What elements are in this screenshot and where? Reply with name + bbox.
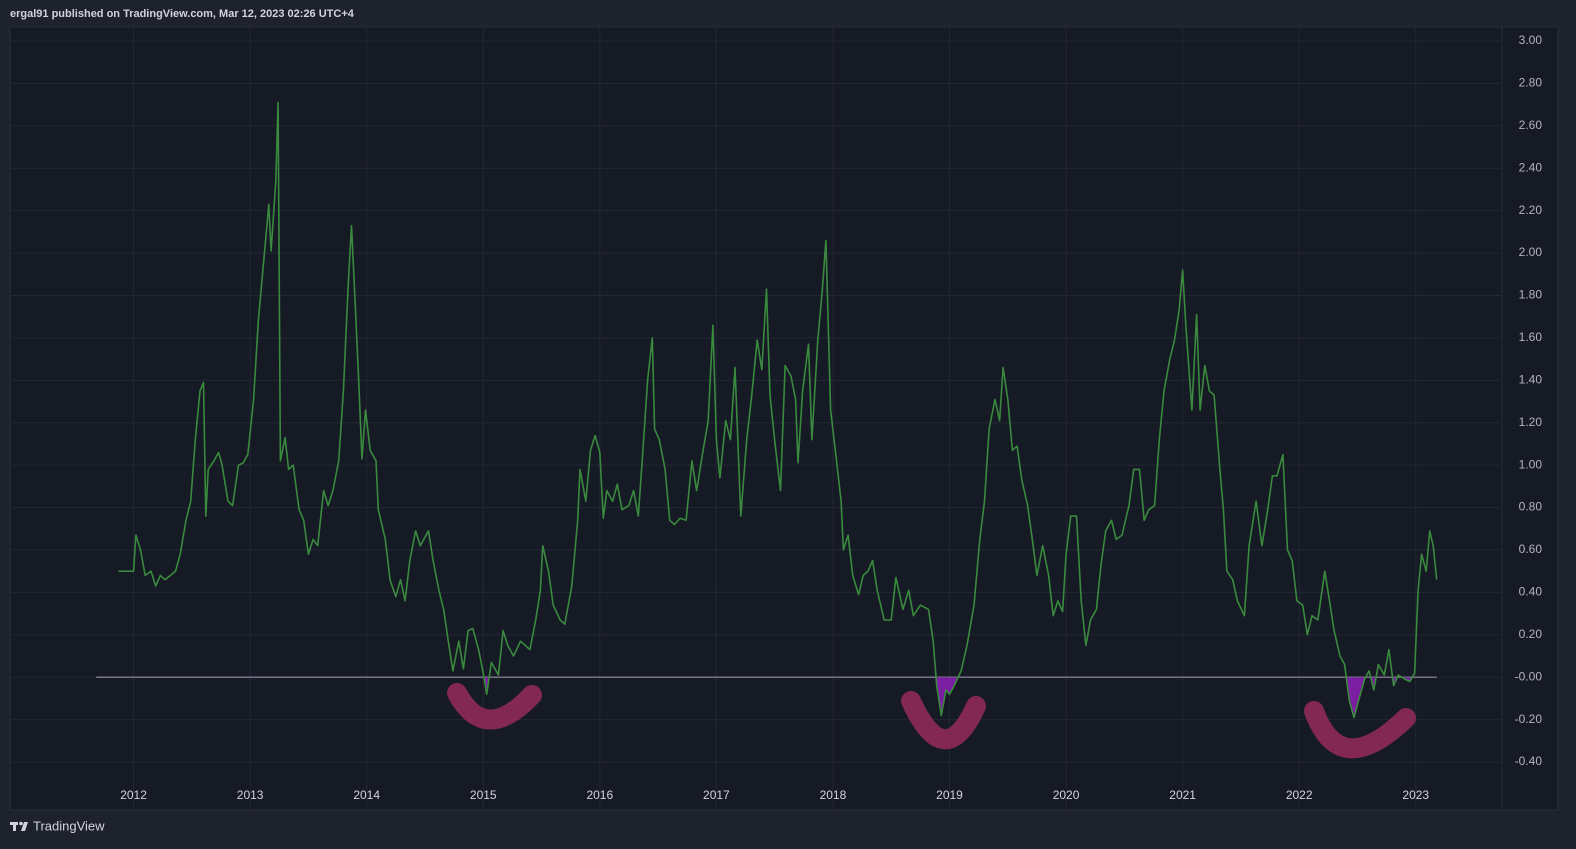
x-tick-label: 2018 — [820, 788, 847, 802]
y-tick-label: -0.40 — [1515, 754, 1543, 768]
y-tick-label: 2.40 — [1519, 160, 1543, 174]
y-tick-label: 1.40 — [1519, 372, 1543, 386]
y-tick-label: 0.40 — [1519, 585, 1543, 599]
annotation-curve — [1304, 701, 1416, 759]
x-tick-label: 2019 — [936, 788, 963, 802]
y-tick-label: -0.00 — [1515, 669, 1543, 683]
annotations — [447, 683, 1416, 759]
y-tick-label: 2.60 — [1519, 118, 1543, 132]
footer-logo — [10, 821, 28, 831]
y-tick-label: 1.60 — [1519, 330, 1543, 344]
y-tick-label: 1.20 — [1519, 415, 1543, 429]
chart-panel — [9, 26, 1559, 811]
annotation-curve — [447, 683, 542, 730]
y-tick-label: 2.80 — [1519, 76, 1543, 90]
y-tick-label: 1.00 — [1519, 457, 1543, 471]
x-tick-label: 2023 — [1402, 788, 1429, 802]
annotation-curve — [901, 691, 986, 750]
x-tick-label: 2020 — [1053, 788, 1080, 802]
x-tick-label: 2014 — [353, 788, 380, 802]
y-tick-label: 0.20 — [1519, 627, 1543, 641]
publish-header: ergal91 published on TradingView.com, Ma… — [10, 8, 355, 20]
x-tick-label: 2017 — [703, 788, 730, 802]
x-tick-label: 2012 — [120, 788, 147, 802]
y-tick-label: 3.00 — [1519, 33, 1543, 47]
x-tick-label: 2015 — [470, 788, 497, 802]
y-tick-label: 2.00 — [1519, 245, 1543, 259]
x-tick-label: 2021 — [1169, 788, 1196, 802]
x-tick-label: 2016 — [586, 788, 613, 802]
y-tick-label: 0.80 — [1519, 500, 1543, 514]
logo-part — [21, 822, 28, 831]
y-tick-label: -0.20 — [1515, 712, 1543, 726]
y-tick-label: 2.20 — [1519, 203, 1543, 217]
x-tick-label: 2022 — [1286, 788, 1313, 802]
logo-part — [19, 821, 23, 826]
x-tick-label: 2013 — [237, 788, 264, 802]
data-line — [118, 101, 1438, 719]
plot — [96, 101, 1438, 719]
y-tick-label: 0.60 — [1519, 542, 1543, 556]
logo-part — [13, 822, 16, 831]
footer-brand: TradingView — [33, 818, 105, 833]
y-tick-label: 1.80 — [1519, 288, 1543, 302]
